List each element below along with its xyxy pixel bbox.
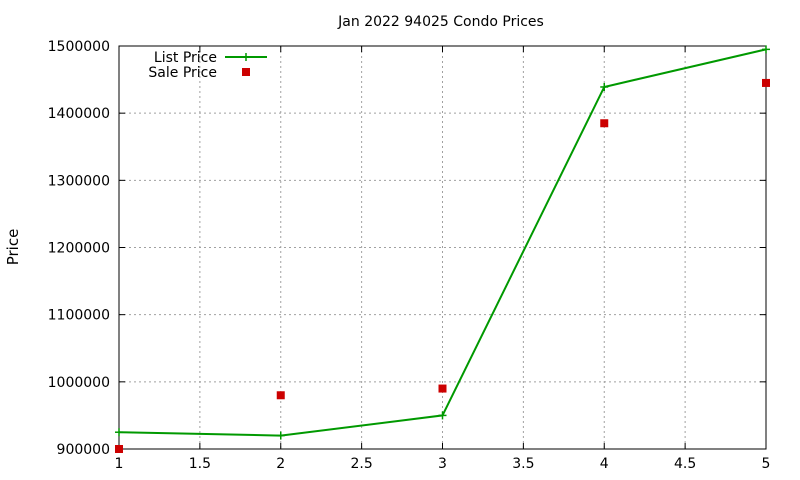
chart-title: Jan 2022 94025 Condo Prices [337,14,544,30]
series [115,45,770,453]
y-tick-label: 1200000 [48,241,110,257]
sale-price-point [115,445,123,453]
x-tick-label: 2.5 [350,456,372,472]
x-tick-label: 4 [600,456,609,472]
x-tick-label: 2 [276,456,285,472]
legend-label-list-price: List Price [154,50,217,66]
y-tick-label: 1500000 [48,39,110,55]
y-axis-label: Price [4,229,22,266]
list-price-point [600,82,609,91]
sale-price-point [600,119,609,128]
y-tick-label: 900000 [57,442,110,458]
list-price-point [762,45,770,54]
series-list-price [115,45,770,440]
y-tick-label: 1000000 [48,375,110,391]
y-tick-label: 1400000 [48,106,110,122]
x-tick-label: 1.5 [189,456,211,472]
grid [119,46,766,449]
x-tick-label: 5 [762,456,771,472]
x-tick-label: 4.5 [674,456,696,472]
x-tick-label: 1 [115,456,124,472]
y-tick-label: 1300000 [48,173,110,189]
list-price-point [276,431,285,440]
y-tick-label: 1100000 [48,308,110,324]
list-price-point [115,428,123,437]
sale-price-point [762,78,770,87]
list-price-point [438,411,447,420]
legend-marker-sale-price [242,68,250,76]
x-tick-label: 3 [438,456,447,472]
legend-marker-list-price [242,53,250,61]
x-tick-label: 3.5 [512,456,534,472]
axes: 1 1.5 2 2.5 3 3.5 4 4.5 5 900000 1000000 1100000 120… [48,39,771,472]
legend-label-sale-price: Sale Price [148,65,217,81]
series-sale-price [115,78,770,453]
sale-price-point [438,384,447,393]
sale-price-point [276,391,285,400]
